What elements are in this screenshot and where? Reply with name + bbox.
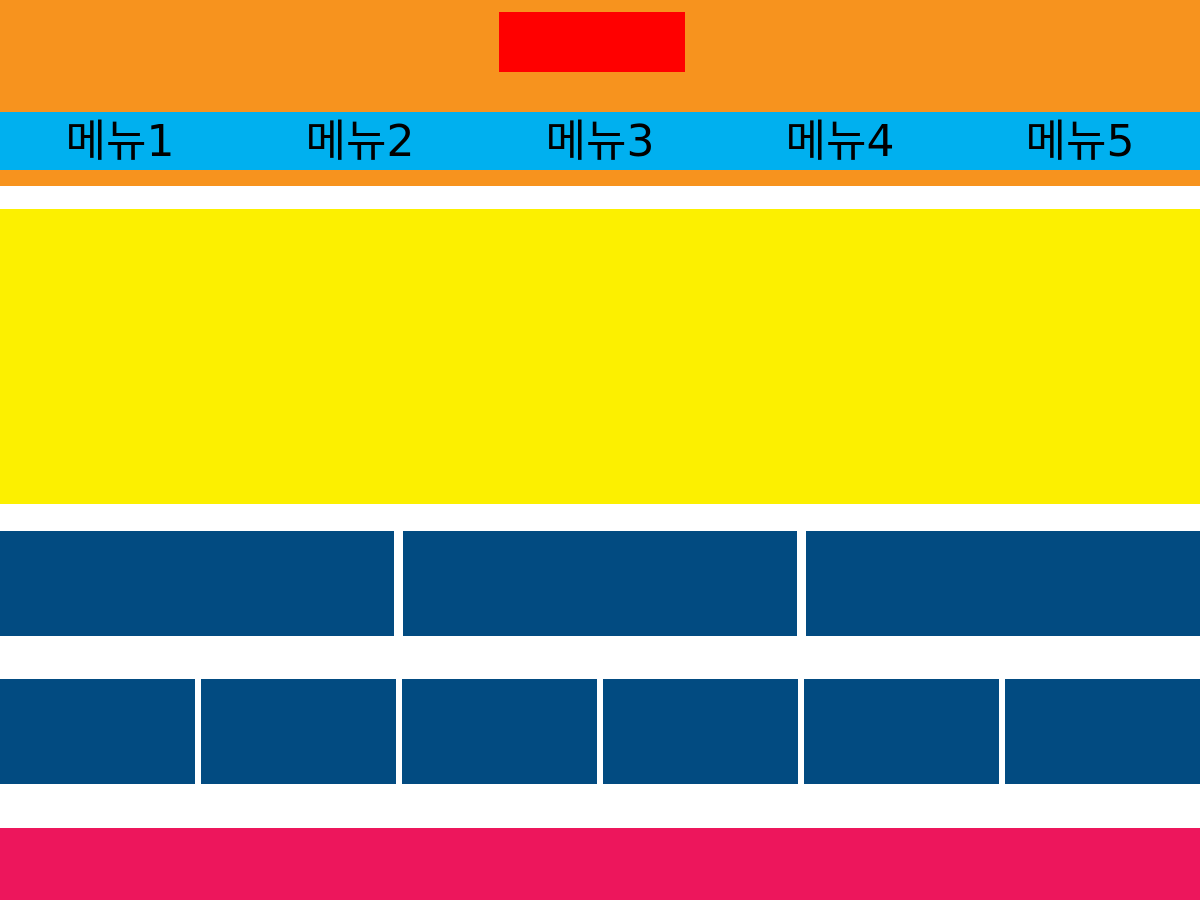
- nav-item-label: 메뉴3: [545, 116, 655, 167]
- nav-item-menu3[interactable]: 메뉴3: [480, 112, 720, 170]
- hero-banner: [0, 209, 1200, 504]
- small-card-4[interactable]: [603, 679, 798, 784]
- site-footer: [0, 828, 1200, 900]
- nav-item-label: 메뉴2: [305, 116, 415, 167]
- feature-card-3[interactable]: [806, 531, 1200, 636]
- main-nav: 메뉴1 메뉴2 메뉴3 메뉴4 메뉴5: [0, 112, 1200, 170]
- nav-item-menu2[interactable]: 메뉴2: [240, 112, 480, 170]
- nav-item-label: 메뉴5: [1025, 116, 1135, 167]
- logo-placeholder[interactable]: [499, 12, 685, 72]
- small-card-1[interactable]: [0, 679, 195, 784]
- small-card-5[interactable]: [804, 679, 999, 784]
- nav-item-menu5[interactable]: 메뉴5: [960, 112, 1200, 170]
- nav-item-menu4[interactable]: 메뉴4: [720, 112, 960, 170]
- feature-card-2[interactable]: [403, 531, 797, 636]
- feature-row-large: [0, 531, 1200, 636]
- nav-item-menu1[interactable]: 메뉴1: [0, 112, 240, 170]
- site-header: 메뉴1 메뉴2 메뉴3 메뉴4 메뉴5: [0, 0, 1200, 186]
- feature-row-small: [0, 679, 1200, 784]
- small-card-2[interactable]: [201, 679, 396, 784]
- small-card-6[interactable]: [1005, 679, 1200, 784]
- nav-item-label: 메뉴4: [785, 116, 895, 167]
- feature-card-1[interactable]: [0, 531, 394, 636]
- nav-item-label: 메뉴1: [65, 116, 175, 167]
- small-card-3[interactable]: [402, 679, 597, 784]
